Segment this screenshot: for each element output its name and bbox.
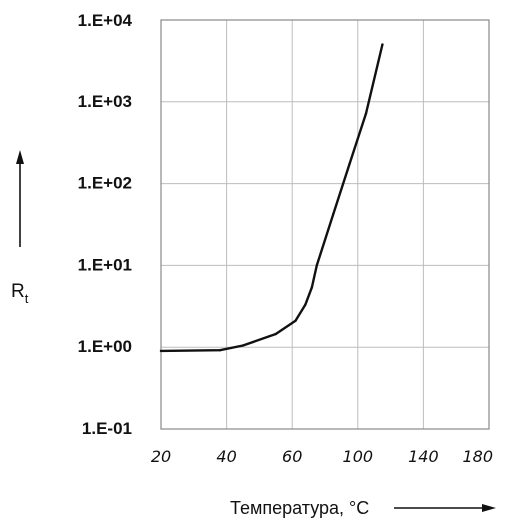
x-tick-label: 20 [151,447,171,466]
x-tick-label: 140 [408,447,439,466]
x-tick-label: 180 [462,447,493,466]
grid-lines [161,20,489,429]
y-axis-label: Rt [11,281,29,306]
series-point [294,319,297,322]
x-tick-labels: 20 40 60 100 140 180 [151,447,493,466]
y-axis-arrow-head [16,150,24,164]
series-point [348,162,351,165]
y-tick-label: 1.E+02 [78,174,132,193]
plot-frame [160,19,490,430]
series-point [310,286,314,289]
y-tick-label: 1.E+04 [78,11,133,30]
series-point [315,264,318,267]
y-tick-label: 1.E-01 [82,419,132,438]
series-point [332,213,335,216]
series-points [159,43,384,353]
series-point [364,112,368,115]
y-tick-label: 1.E+03 [78,92,132,111]
y-tick-label: 1.E+00 [78,337,132,356]
y-tick-label: 1.E+01 [78,255,132,274]
x-axis-label: Температура, °С [230,498,369,518]
x-tick-label: 100 [343,447,374,466]
x-axis-arrow-head [482,504,496,512]
series-point [381,43,384,46]
y-tick-labels: 1.E+04 1.E+03 1.E+02 1.E+01 1.E+00 1.E-01 [78,11,133,438]
series-point [274,332,277,336]
series-point [218,349,222,352]
y-axis-label-subscript: t [25,291,29,306]
x-tick-label: 40 [216,447,236,466]
series-point [159,349,163,353]
series-point [304,303,307,306]
series-point [241,344,245,347]
series-line [159,43,384,353]
x-tick-label: 60 [282,447,302,466]
